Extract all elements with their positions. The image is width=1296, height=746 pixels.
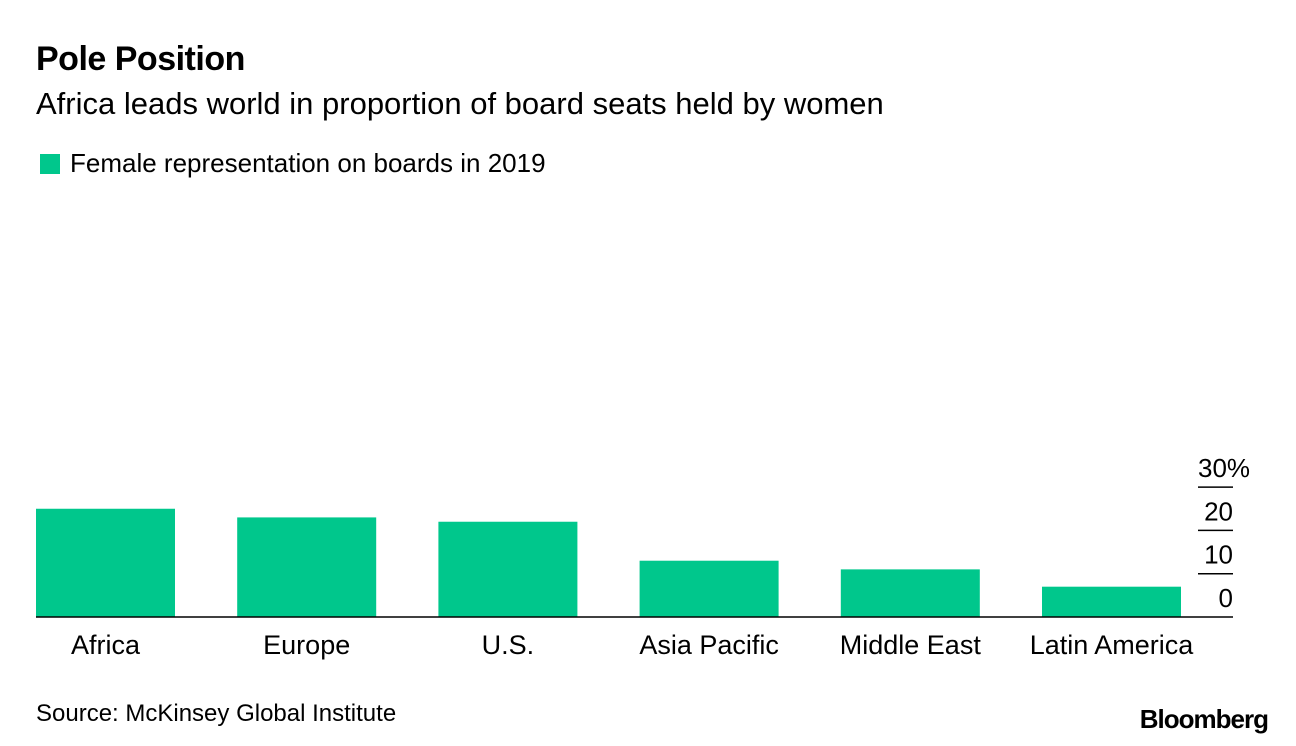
x-tick-label: Middle East (840, 630, 982, 660)
bars-group (36, 508, 1181, 617)
bar-latin-america (1042, 586, 1181, 617)
chart-title: Pole Position (36, 40, 245, 78)
x-tick-label: Africa (71, 630, 141, 660)
x-tick-label: Asia Pacific (639, 630, 779, 660)
y-tick-label: 10 (1204, 540, 1233, 570)
y-tick-label: 30% (1198, 453, 1250, 483)
bloomberg-logo: Bloomberg (1139, 704, 1269, 734)
legend-swatch (40, 153, 60, 174)
y-axis: 0 10 20 30% (1198, 453, 1250, 613)
bar-asia-pacific (639, 560, 779, 617)
y-tick-label: 20 (1204, 496, 1233, 526)
source-note: Source: McKinsey Global Institute (36, 700, 397, 727)
x-tick-label: Europe (263, 630, 350, 660)
legend: Female representation on boards in 2019 (40, 148, 546, 179)
chart-subtitle: Africa leads world in proportion of boar… (36, 86, 884, 121)
x-axis-labels: Africa Europe U.S. Asia Pacific Middle East L… (71, 630, 1194, 660)
y-tick-label: 0 (1219, 583, 1233, 613)
bar-u-s (438, 521, 578, 617)
x-tick-label: U.S. (482, 630, 535, 660)
legend-label: Female representation on boards in 2019 (70, 148, 546, 178)
bar-europe (237, 517, 377, 617)
bar-africa (36, 508, 175, 617)
bar-middle-east (840, 569, 980, 617)
x-tick-label: Latin America (1030, 630, 1195, 660)
